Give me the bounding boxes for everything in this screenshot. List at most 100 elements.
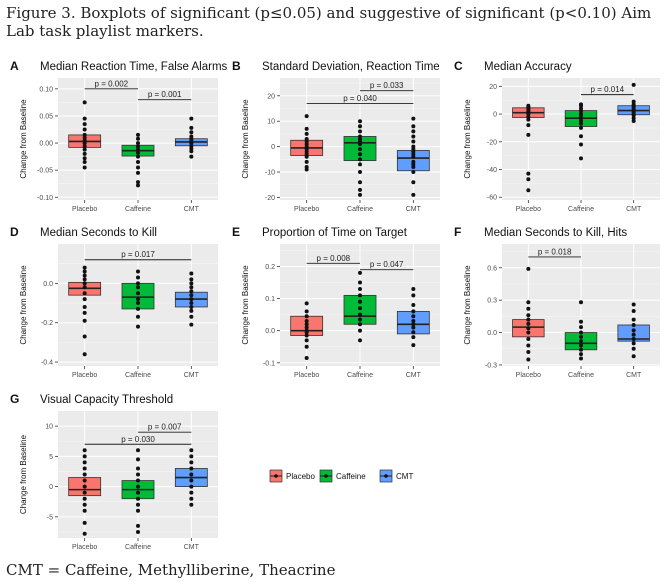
y-tick-label: 0.05 bbox=[39, 113, 53, 120]
panel-F: F Median Seconds to Kill, Hits -0.3 0.0 0.3 0… bbox=[454, 225, 660, 379]
data-point bbox=[189, 454, 194, 459]
data-point bbox=[304, 319, 309, 324]
data-point bbox=[411, 144, 416, 149]
data-point bbox=[82, 448, 87, 453]
y-tick-label: -0.2 bbox=[41, 320, 53, 327]
data-point bbox=[358, 152, 362, 157]
data-point bbox=[411, 170, 416, 175]
data-point bbox=[304, 328, 309, 333]
legend-label-placebo: Placebo bbox=[286, 472, 315, 481]
panel-letter: D bbox=[10, 225, 19, 239]
data-point bbox=[189, 448, 194, 453]
data-point bbox=[411, 116, 416, 121]
data-point bbox=[82, 144, 87, 149]
data-point bbox=[358, 180, 362, 185]
data-point bbox=[82, 147, 87, 152]
data-point bbox=[631, 317, 636, 322]
data-point bbox=[304, 114, 309, 119]
data-point bbox=[579, 106, 583, 111]
data-point bbox=[526, 326, 531, 331]
data-point bbox=[82, 277, 87, 282]
y-tick-label: -20 bbox=[487, 139, 497, 146]
data-point bbox=[526, 343, 531, 348]
data-point bbox=[358, 286, 362, 291]
data-point bbox=[358, 162, 362, 167]
data-point bbox=[631, 118, 636, 123]
data-point bbox=[136, 529, 140, 534]
panel-title: Median Seconds to Kill bbox=[40, 227, 157, 239]
data-point bbox=[82, 520, 87, 525]
y-tick-label: 0 bbox=[271, 144, 275, 151]
data-point bbox=[82, 508, 87, 513]
x-tick-label: Caffeine bbox=[125, 544, 151, 551]
data-point bbox=[411, 335, 416, 340]
data-point bbox=[82, 269, 87, 274]
y-axis-label: Change from Baseline bbox=[463, 265, 472, 345]
y-tick-label: 0 bbox=[493, 112, 497, 119]
panel-title: Standard Deviation, Reaction Time bbox=[262, 61, 440, 73]
significance-label: p = 0.033 bbox=[370, 81, 404, 90]
panel-title: Median Seconds to Kill, Hits bbox=[484, 227, 627, 239]
x-tick-label: Placebo bbox=[516, 372, 541, 379]
data-point bbox=[82, 100, 87, 105]
data-point bbox=[189, 125, 194, 130]
data-point bbox=[189, 322, 194, 327]
data-point bbox=[136, 297, 140, 302]
data-point bbox=[189, 116, 194, 121]
data-point bbox=[189, 154, 194, 159]
y-tick-label: -0.10 bbox=[37, 195, 53, 202]
data-point bbox=[358, 192, 362, 197]
data-point bbox=[304, 322, 309, 327]
data-point bbox=[304, 126, 309, 131]
y-tick-label: -0.3 bbox=[485, 362, 497, 369]
data-point bbox=[136, 306, 140, 311]
data-point bbox=[579, 156, 583, 161]
data-point bbox=[358, 119, 362, 124]
data-point bbox=[136, 472, 140, 477]
data-point bbox=[579, 347, 583, 352]
data-point bbox=[82, 304, 87, 309]
data-point bbox=[358, 317, 362, 322]
data-point bbox=[411, 139, 416, 144]
data-point bbox=[136, 141, 140, 146]
data-point bbox=[579, 134, 583, 139]
data-point bbox=[82, 310, 87, 315]
data-point bbox=[136, 160, 140, 165]
panel-letter: C bbox=[454, 59, 463, 73]
data-point bbox=[579, 109, 583, 114]
data-point bbox=[411, 314, 416, 319]
data-point bbox=[411, 303, 416, 307]
data-point bbox=[82, 273, 87, 278]
significance-label: p = 0.002 bbox=[95, 79, 129, 88]
data-point bbox=[304, 309, 309, 314]
data-point bbox=[526, 117, 531, 122]
data-point bbox=[304, 301, 309, 306]
data-point bbox=[82, 454, 87, 459]
data-point bbox=[579, 300, 583, 305]
y-tick-label: 0 bbox=[49, 484, 53, 491]
x-tick-label: Caffeine bbox=[125, 372, 151, 379]
data-point bbox=[136, 301, 140, 306]
data-point bbox=[304, 314, 309, 319]
y-tick-label: -5 bbox=[47, 514, 53, 521]
data-point bbox=[631, 346, 636, 351]
x-tick-label: Placebo bbox=[294, 372, 319, 379]
data-point bbox=[82, 156, 87, 161]
data-point bbox=[304, 131, 309, 136]
y-tick-label: -0.05 bbox=[37, 168, 53, 175]
x-tick-label: Caffeine bbox=[568, 206, 594, 213]
y-axis-label: Change from Baseline bbox=[19, 434, 28, 514]
x-tick-label: CMT bbox=[184, 206, 200, 213]
legend: Placebo Caffeine CMT bbox=[269, 469, 413, 483]
data-point bbox=[82, 285, 87, 290]
data-point bbox=[358, 170, 362, 175]
y-tick-label: -0.4 bbox=[41, 360, 53, 367]
data-point bbox=[136, 291, 140, 296]
significance-label: p = 0.001 bbox=[148, 90, 182, 99]
data-point bbox=[82, 122, 87, 127]
data-point bbox=[82, 318, 87, 323]
data-point bbox=[136, 285, 140, 290]
data-point bbox=[579, 121, 583, 126]
data-point bbox=[136, 281, 140, 286]
